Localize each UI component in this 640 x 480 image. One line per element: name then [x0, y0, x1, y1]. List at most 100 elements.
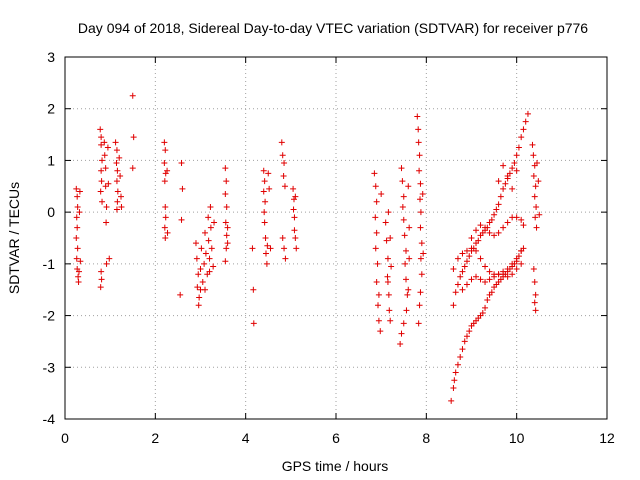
data-point — [263, 260, 270, 267]
data-point — [197, 266, 204, 273]
data-point — [262, 250, 269, 257]
data-point — [106, 255, 113, 262]
data-point — [384, 273, 391, 280]
data-point — [195, 271, 202, 278]
data-point — [535, 178, 542, 185]
data-point — [518, 216, 525, 223]
data-point — [101, 139, 108, 146]
data-point — [463, 281, 470, 288]
data-point — [261, 219, 268, 226]
data-point — [387, 235, 394, 241]
data-point — [536, 211, 543, 218]
data-point — [488, 216, 495, 223]
data-point — [373, 229, 380, 236]
data-point — [75, 273, 82, 280]
data-point — [509, 271, 516, 278]
data-point — [73, 185, 80, 192]
data-point — [98, 134, 105, 141]
data-point — [280, 172, 287, 179]
data-point — [261, 209, 268, 216]
data-point — [98, 141, 105, 148]
data-point — [179, 185, 186, 192]
data-point — [211, 219, 218, 226]
data-point — [533, 224, 540, 231]
data-point — [265, 170, 272, 177]
plot-frame — [64, 56, 608, 420]
data-point — [98, 178, 105, 185]
data-point — [530, 152, 537, 159]
data-point — [524, 110, 531, 117]
data-point — [454, 361, 461, 368]
data-point — [103, 260, 110, 267]
chart-title: Day 094 of 2018, Sidereal Day-to-day VTE… — [78, 20, 588, 36]
data-point — [98, 276, 105, 283]
data-point — [97, 188, 104, 195]
data-point — [76, 268, 83, 275]
data-point — [114, 167, 121, 174]
data-point — [400, 216, 407, 223]
data-point — [378, 191, 385, 198]
x-tick-label: 10 — [509, 430, 525, 446]
y-tick-labels: -4 -3 -2 -1 0 1 2 3 — [43, 49, 56, 427]
data-point — [486, 229, 493, 236]
data-point — [486, 268, 493, 275]
data-point — [196, 294, 203, 301]
data-point — [500, 224, 507, 231]
data-point — [250, 286, 257, 293]
data-point — [477, 222, 484, 229]
data-point — [178, 160, 185, 167]
data-point — [207, 224, 214, 231]
y-axis-label: SDTVAR / TECUs — [6, 182, 22, 294]
data-point — [468, 235, 475, 241]
data-point — [520, 222, 527, 229]
data-point — [278, 139, 285, 146]
data-point — [532, 183, 539, 190]
data-point — [113, 147, 120, 154]
data-point — [497, 193, 504, 200]
data-point — [493, 206, 500, 213]
data-point — [177, 291, 184, 298]
data-point — [290, 196, 297, 203]
data-point — [205, 237, 212, 244]
data-point — [513, 266, 520, 273]
data-point — [129, 165, 136, 172]
x-tick-label: 0 — [61, 430, 69, 446]
data-point — [114, 188, 121, 195]
data-point — [192, 240, 199, 247]
data-point — [202, 250, 209, 257]
data-point — [161, 139, 168, 146]
data-point — [482, 278, 489, 285]
data-point — [405, 183, 412, 190]
data-point — [495, 178, 502, 185]
data-point — [386, 307, 393, 314]
data-point — [279, 235, 286, 241]
data-point — [261, 178, 268, 185]
data-point — [372, 245, 379, 252]
data-point — [459, 268, 466, 275]
data-point — [162, 214, 169, 221]
data-point — [466, 328, 473, 335]
data-point — [511, 160, 518, 167]
data-point — [281, 183, 288, 190]
data-point — [99, 157, 106, 164]
data-point — [532, 307, 539, 314]
data-point — [74, 224, 81, 231]
data-point — [450, 302, 457, 309]
data-point — [473, 247, 480, 254]
data-point — [112, 139, 119, 146]
data-point — [450, 266, 457, 273]
data-point — [403, 247, 410, 254]
data-point — [290, 185, 297, 192]
data-point — [398, 165, 405, 172]
data-point — [479, 309, 486, 316]
data-point — [73, 214, 80, 221]
data-point — [415, 139, 422, 146]
data-point — [399, 203, 406, 210]
data-point — [164, 229, 171, 236]
data-point — [208, 245, 215, 252]
data-point — [164, 167, 171, 174]
data-point — [482, 224, 489, 231]
data-point — [495, 201, 502, 208]
data-point — [162, 235, 169, 241]
data-point — [113, 160, 120, 167]
